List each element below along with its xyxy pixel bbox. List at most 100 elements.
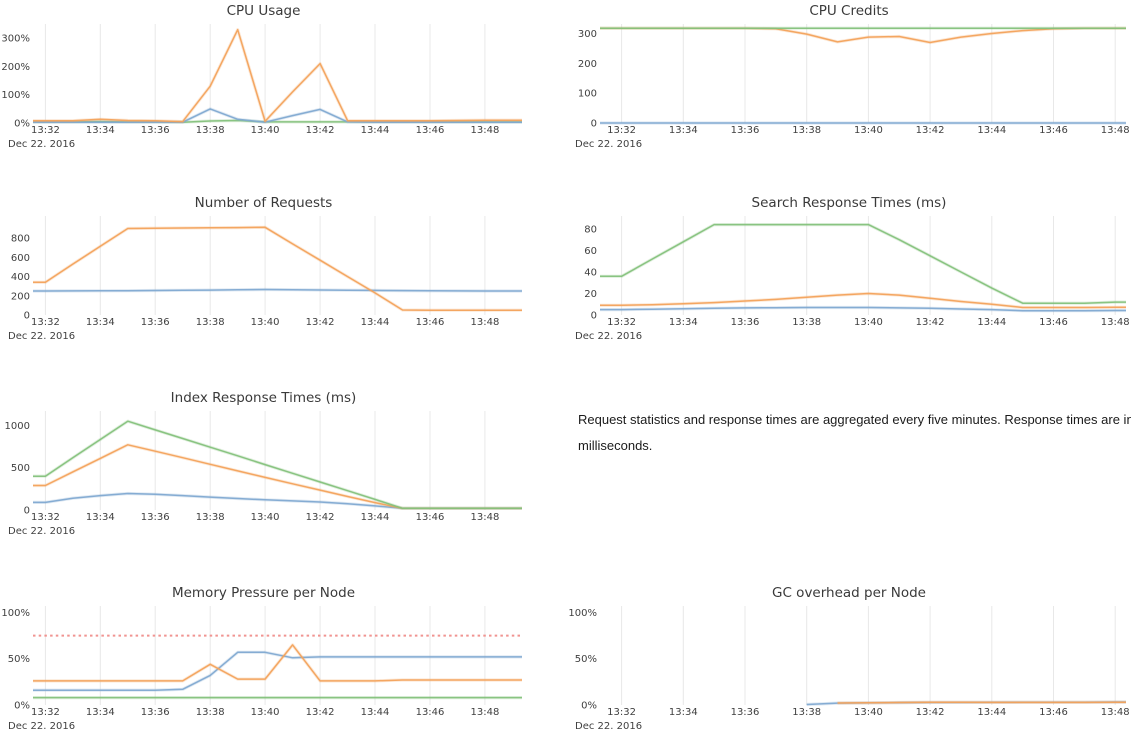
svg-text:0%: 0%: [14, 701, 30, 712]
svg-text:13:32: 13:32: [31, 707, 60, 718]
svg-text:13:38: 13:38: [792, 125, 821, 136]
svg-text:13:48: 13:48: [1101, 317, 1130, 328]
svg-text:13:44: 13:44: [977, 317, 1006, 328]
svg-text:13:32: 13:32: [31, 317, 60, 328]
chart-cpu-usage: CPU Usage 13:32 13:34 13:36 13:38 13:40 13:42…: [0, 0, 527, 162]
svg-text:13:42: 13:42: [306, 512, 335, 523]
svg-text:13:42: 13:42: [916, 317, 945, 328]
svg-text:13:36: 13:36: [731, 125, 760, 136]
svg-text:20: 20: [584, 289, 597, 300]
number-of-requests-plot: 13:32 13:34 13:36 13:38 13:40 13:42 13:44 13:46…: [8, 216, 522, 342]
svg-text:13:48: 13:48: [470, 707, 499, 718]
svg-text:0: 0: [591, 311, 597, 322]
svg-text:Dec 22. 2016: Dec 22. 2016: [8, 139, 75, 150]
search-response-times-plot: 13:32 13:34 13:36 13:38 13:40 13:42 13:44 13:46…: [575, 216, 1130, 342]
svg-text:13:40: 13:40: [251, 125, 280, 136]
svg-text:13:38: 13:38: [792, 317, 821, 328]
svg-text:13:46: 13:46: [1039, 317, 1068, 328]
chart-title-memory-pressure: Memory Pressure per Node: [171, 585, 356, 601]
svg-text:800: 800: [11, 234, 30, 245]
svg-text:13:32: 13:32: [607, 707, 636, 718]
svg-text:13:32: 13:32: [607, 317, 636, 328]
svg-text:Dec 22. 2016: Dec 22. 2016: [575, 721, 642, 732]
svg-text:13:36: 13:36: [141, 317, 170, 328]
svg-text:13:44: 13:44: [361, 707, 390, 718]
svg-text:40: 40: [584, 268, 597, 279]
chart-title-search-response-times: Search Response Times (ms): [751, 195, 947, 211]
svg-text:50%: 50%: [8, 654, 30, 665]
gc-overhead-plot: 13:32 13:34 13:36 13:38 13:40 13:42 13:44 13:46…: [568, 606, 1130, 732]
svg-text:200: 200: [578, 59, 597, 70]
svg-text:13:38: 13:38: [792, 707, 821, 718]
cpu-usage-plot: 13:32 13:34 13:36 13:38 13:40 13:42 13:44 13:46…: [1, 24, 522, 150]
svg-text:13:44: 13:44: [361, 317, 390, 328]
svg-text:100: 100: [578, 89, 597, 100]
svg-text:13:34: 13:34: [86, 707, 115, 718]
index-response-times-plot: 13:32 13:34 13:36 13:38 13:40 13:42 13:44 13:46…: [5, 411, 522, 537]
svg-text:Dec 22. 2016: Dec 22. 2016: [575, 331, 642, 342]
svg-text:Dec 22. 2016: Dec 22. 2016: [8, 331, 75, 342]
svg-text:13:36: 13:36: [141, 707, 170, 718]
chart-index-response-times: Index Response Times (ms) 13:32 13:34 13:3…: [0, 387, 527, 549]
cpu-credits-plot: 13:32 13:34 13:36 13:38 13:40 13:42 13:44 13:46…: [575, 24, 1130, 150]
svg-text:13:42: 13:42: [306, 317, 335, 328]
svg-text:0: 0: [24, 506, 30, 517]
svg-text:50%: 50%: [575, 654, 597, 665]
svg-text:0: 0: [591, 119, 597, 130]
svg-text:13:46: 13:46: [416, 707, 445, 718]
svg-text:0%: 0%: [581, 701, 597, 712]
memory-pressure-plot: 13:32 13:34 13:36 13:38 13:40 13:42 13:44 13:46…: [1, 606, 522, 732]
svg-text:13:36: 13:36: [141, 125, 170, 136]
svg-text:0: 0: [24, 311, 30, 322]
svg-text:600: 600: [11, 253, 30, 264]
svg-text:13:44: 13:44: [361, 125, 390, 136]
svg-text:13:46: 13:46: [416, 317, 445, 328]
svg-text:13:40: 13:40: [251, 707, 280, 718]
svg-text:13:40: 13:40: [251, 317, 280, 328]
chart-title-number-of-requests: Number of Requests: [194, 195, 333, 211]
svg-text:500: 500: [11, 463, 30, 474]
svg-text:300%: 300%: [1, 34, 30, 45]
aggregation-note: Request statistics and response times ar…: [578, 412, 1131, 453]
svg-text:13:44: 13:44: [977, 125, 1006, 136]
svg-text:13:32: 13:32: [31, 125, 60, 136]
svg-text:Dec 22. 2016: Dec 22. 2016: [8, 526, 75, 537]
svg-text:13:34: 13:34: [86, 125, 115, 136]
svg-text:13:42: 13:42: [916, 125, 945, 136]
chart-gc-overhead: GC overhead per Node 13:32 13:34 13:36 13:3…: [567, 582, 1131, 741]
svg-text:13:46: 13:46: [416, 512, 445, 523]
svg-text:60: 60: [584, 246, 597, 257]
svg-text:13:38: 13:38: [196, 125, 225, 136]
svg-text:13:34: 13:34: [86, 317, 115, 328]
svg-text:13:38: 13:38: [196, 512, 225, 523]
svg-text:13:40: 13:40: [251, 512, 280, 523]
chart-number-of-requests: Number of Requests 13:32 13:34 13:36 13:38 1…: [0, 192, 527, 354]
svg-text:13:40: 13:40: [854, 125, 883, 136]
svg-text:400: 400: [11, 272, 30, 283]
chart-title-cpu-usage: CPU Usage: [226, 3, 301, 19]
svg-text:Dec 22. 2016: Dec 22. 2016: [8, 721, 75, 732]
chart-memory-pressure: Memory Pressure per Node 13:32 13:34 13:36…: [0, 582, 527, 741]
svg-text:13:42: 13:42: [916, 707, 945, 718]
svg-text:200: 200: [11, 291, 30, 302]
svg-text:13:42: 13:42: [306, 707, 335, 718]
svg-text:13:34: 13:34: [669, 317, 698, 328]
svg-text:13:34: 13:34: [86, 512, 115, 523]
svg-text:100%: 100%: [568, 608, 597, 619]
svg-text:13:44: 13:44: [977, 707, 1006, 718]
svg-text:13:40: 13:40: [854, 707, 883, 718]
svg-text:13:36: 13:36: [731, 707, 760, 718]
svg-text:Dec 22. 2016: Dec 22. 2016: [575, 139, 642, 150]
svg-text:13:34: 13:34: [669, 125, 698, 136]
svg-text:13:36: 13:36: [731, 317, 760, 328]
svg-text:13:48: 13:48: [470, 512, 499, 523]
svg-text:13:48: 13:48: [470, 125, 499, 136]
chart-title-gc-overhead: GC overhead per Node: [772, 585, 926, 601]
svg-text:13:40: 13:40: [854, 317, 883, 328]
svg-text:80: 80: [584, 224, 597, 235]
svg-text:13:44: 13:44: [361, 512, 390, 523]
chart-cpu-credits: CPU Credits 13:32 13:34 13:36 13:38 13:40 13:…: [567, 0, 1131, 162]
svg-text:13:34: 13:34: [669, 707, 698, 718]
svg-text:13:32: 13:32: [607, 125, 636, 136]
